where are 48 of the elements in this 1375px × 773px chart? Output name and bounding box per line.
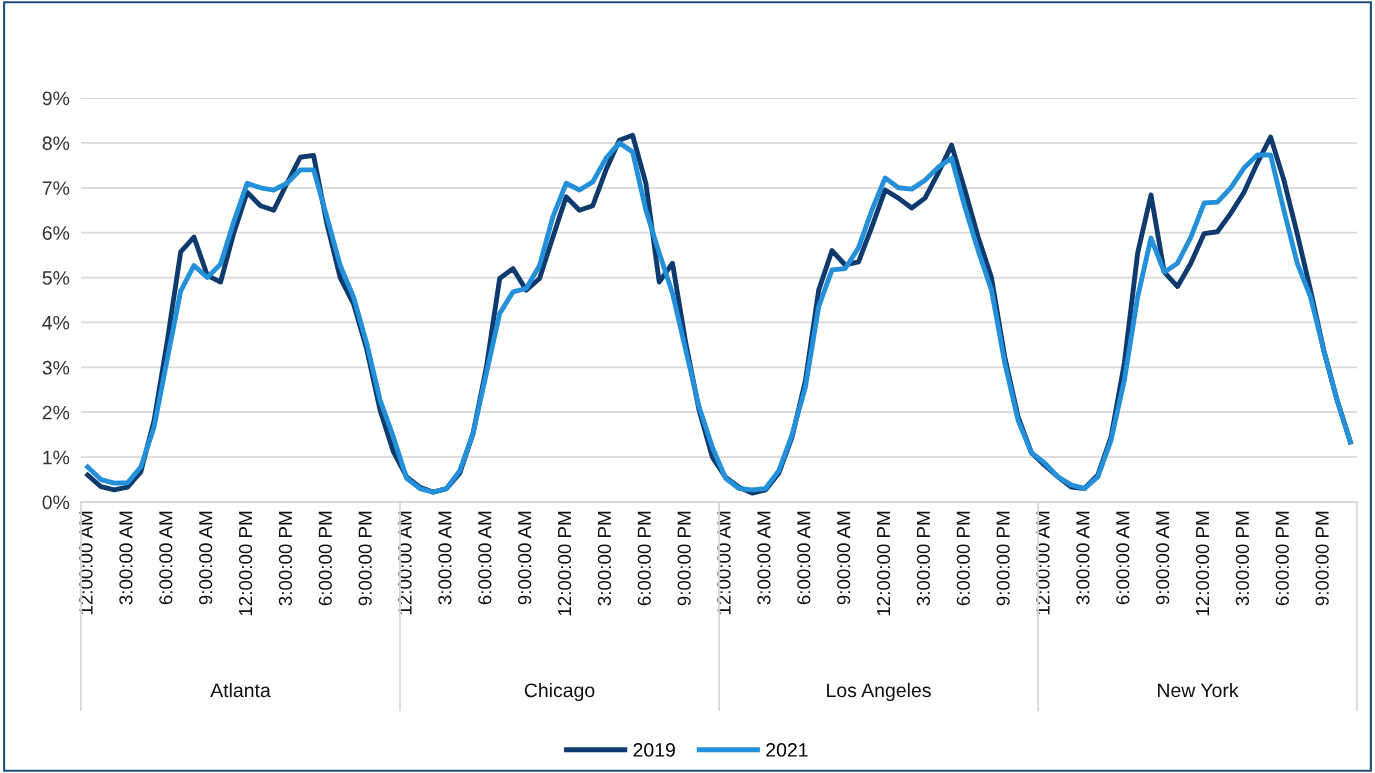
y-tick-label: 0% (42, 495, 70, 510)
x-tick-label: 3:00:00 AM (1076, 511, 1090, 605)
x-tick-label: 3:00:00 AM (757, 511, 771, 605)
y-tick-label: 2% (42, 405, 70, 420)
x-tick-label: 6:00:00 PM (637, 511, 651, 606)
x-tick-label: 9:00:00 PM (1315, 511, 1329, 606)
x-tick-label: 3:00:00 PM (278, 511, 293, 606)
legend-label: 2019 (633, 743, 675, 757)
x-tick-label: 12:00:00 AM (1036, 511, 1050, 615)
x-tick-label: 9:00:00 AM (518, 511, 532, 605)
x-tick-label: 12:00:00 AM (398, 511, 412, 615)
x-tick-label: 12:00:00 PM (557, 511, 572, 616)
x-tick-label: 6:00:00 PM (956, 511, 970, 606)
x-tick-label: 9:00:00 AM (199, 511, 213, 605)
x-tick-label: 3:00:00 PM (597, 511, 612, 606)
x-tick-label: 12:00:00 PM (238, 511, 253, 616)
x-tick-label: 3:00:00 AM (119, 511, 133, 605)
y-tick-label: 7% (42, 181, 70, 195)
text: New York (1158, 682, 1239, 698)
y-tick-label: 4% (42, 316, 70, 330)
x-tick-label: 3:00:00 AM (438, 511, 452, 605)
x-tick-label: 9:00:00 PM (358, 511, 372, 606)
x-tick-label: 6:00:00 PM (1275, 511, 1289, 606)
x-tick-label: 9:00:00 PM (677, 511, 691, 606)
text: Los Angeles (827, 682, 931, 702)
x-tick-label: 9:00:00 AM (1156, 511, 1170, 605)
y-tick-label: 1% (43, 450, 70, 465)
text: Chicago (524, 682, 595, 702)
x-tick-label: 9:00:00 AM (837, 511, 851, 605)
y-tick-label: 5% (42, 271, 70, 285)
x-tick-label: 12:00:00 AM (717, 511, 731, 615)
y-tick-label: 9% (42, 91, 70, 106)
x-tick-label: 3:00:00 PM (916, 511, 931, 606)
x-tick-label: 12:00:00 PM (1195, 511, 1210, 616)
x-tick-label: 3:00:00 PM (1235, 511, 1250, 606)
y-tick-label: 6% (42, 226, 70, 240)
text: Atlanta (210, 682, 271, 698)
y-tick-label: 3% (42, 360, 70, 375)
y-tick-label: 8% (42, 136, 70, 151)
x-tick-label: 6:00:00 AM (159, 511, 173, 605)
x-tick-label: 12:00:00 AM (79, 511, 93, 615)
x-tick-label: 12:00:00 PM (876, 511, 891, 616)
x-tick-label: 9:00:00 PM (996, 511, 1010, 606)
legend-label: 2021 (766, 743, 808, 757)
x-tick-label: 6:00:00 AM (1116, 511, 1130, 605)
x-tick-label: 6:00:00 AM (478, 511, 492, 605)
x-tick-label: 6:00:00 PM (318, 511, 332, 606)
x-tick-label: 6:00:00 AM (797, 511, 811, 605)
